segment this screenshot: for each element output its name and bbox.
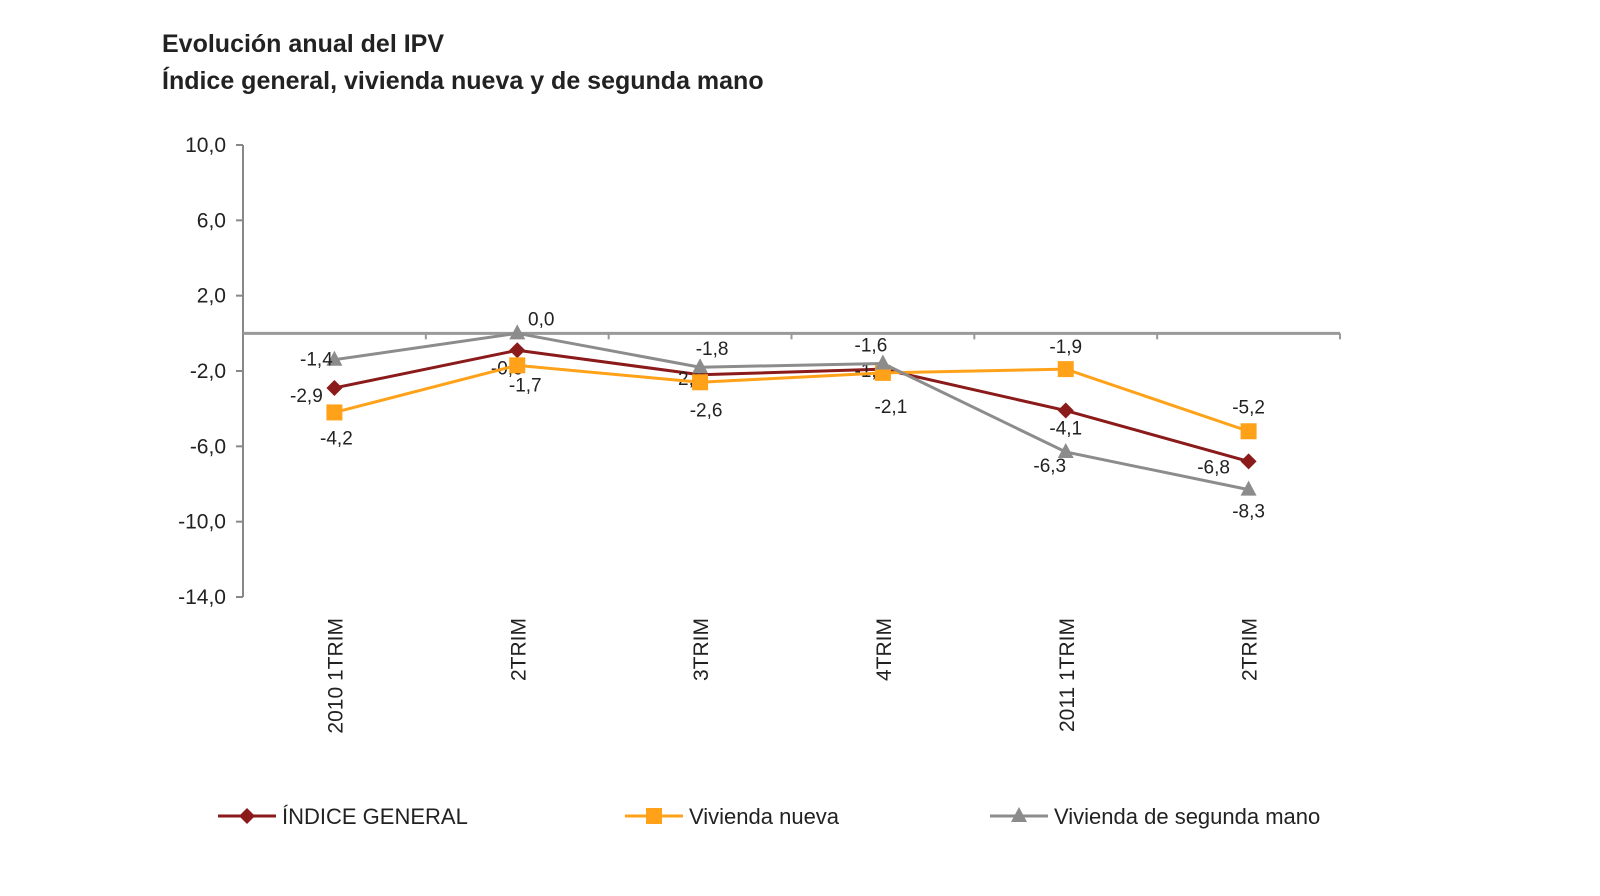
series-line-1 [334, 363, 1250, 433]
series-line-2 [334, 331, 1249, 492]
x-tick-label: 2TRIM [507, 618, 530, 681]
y-tick-label: 10,0 [185, 134, 226, 157]
marker-square [1057, 361, 1074, 378]
marker-triangle [874, 354, 891, 370]
marker-triangle [1240, 480, 1257, 496]
x-tick-label: 4TRIM [873, 618, 896, 681]
series-line-0 [334, 348, 1249, 463]
legend-marker-square [646, 808, 662, 824]
y-tick-label: -6,0 [190, 435, 226, 458]
data-label: -6,3 [1033, 456, 1066, 477]
data-label: -4,2 [320, 428, 353, 449]
data-label: -5,2 [1232, 397, 1265, 418]
y-tick-label: -2,0 [190, 360, 226, 383]
data-label: -2,9 [290, 386, 323, 407]
marker-diamond [326, 379, 343, 396]
data-label: -8,3 [1232, 502, 1265, 523]
data-label: 0,0 [528, 309, 554, 330]
marker-square [509, 357, 526, 374]
marker-square [1240, 423, 1257, 440]
marker-triangle [692, 358, 709, 374]
x-tick-label: 2011 1TRIM [1056, 618, 1079, 732]
data-label: -1,9 [1049, 337, 1082, 358]
marker-triangle [1057, 442, 1074, 458]
x-tick-label: 2010 1TRIM [324, 618, 347, 734]
data-label: -1,6 [855, 335, 888, 356]
y-tick-label: -14,0 [178, 586, 226, 609]
marker-triangle [509, 324, 526, 340]
legend-marker-triangle [1011, 807, 1027, 822]
legend-marker-diamond [239, 808, 255, 824]
y-tick-label: -10,0 [178, 511, 226, 534]
y-tick-label: 6,0 [197, 209, 226, 232]
data-label: -1,7 [509, 375, 542, 396]
x-tick-label: 3TRIM [690, 618, 713, 681]
y-tick-label: 2,0 [197, 285, 226, 308]
chart-title: Evolución anual del IPV [162, 30, 445, 58]
data-label: -4,1 [1049, 419, 1082, 440]
marker-diamond [509, 342, 526, 359]
data-label: -1,8 [696, 339, 729, 360]
data-label: -1,4 [300, 350, 333, 371]
legend-label: Vivienda nueva [689, 804, 840, 829]
data-label: -2,1 [875, 397, 908, 418]
marker-square [326, 404, 343, 421]
chart-subtitle: Índice general, vivienda nueva y de segu… [162, 67, 764, 95]
marker-diamond [1240, 453, 1257, 470]
marker-triangle [326, 350, 343, 366]
legend-label: ÍNDICE GENERAL [282, 804, 468, 829]
data-label: -6,8 [1197, 457, 1230, 478]
legend-label: Vivienda de segunda mano [1054, 804, 1320, 829]
marker-square [692, 374, 709, 391]
marker-diamond [1057, 402, 1074, 419]
x-tick-label: 2TRIM [1239, 618, 1262, 681]
data-label: -2,6 [690, 400, 723, 421]
